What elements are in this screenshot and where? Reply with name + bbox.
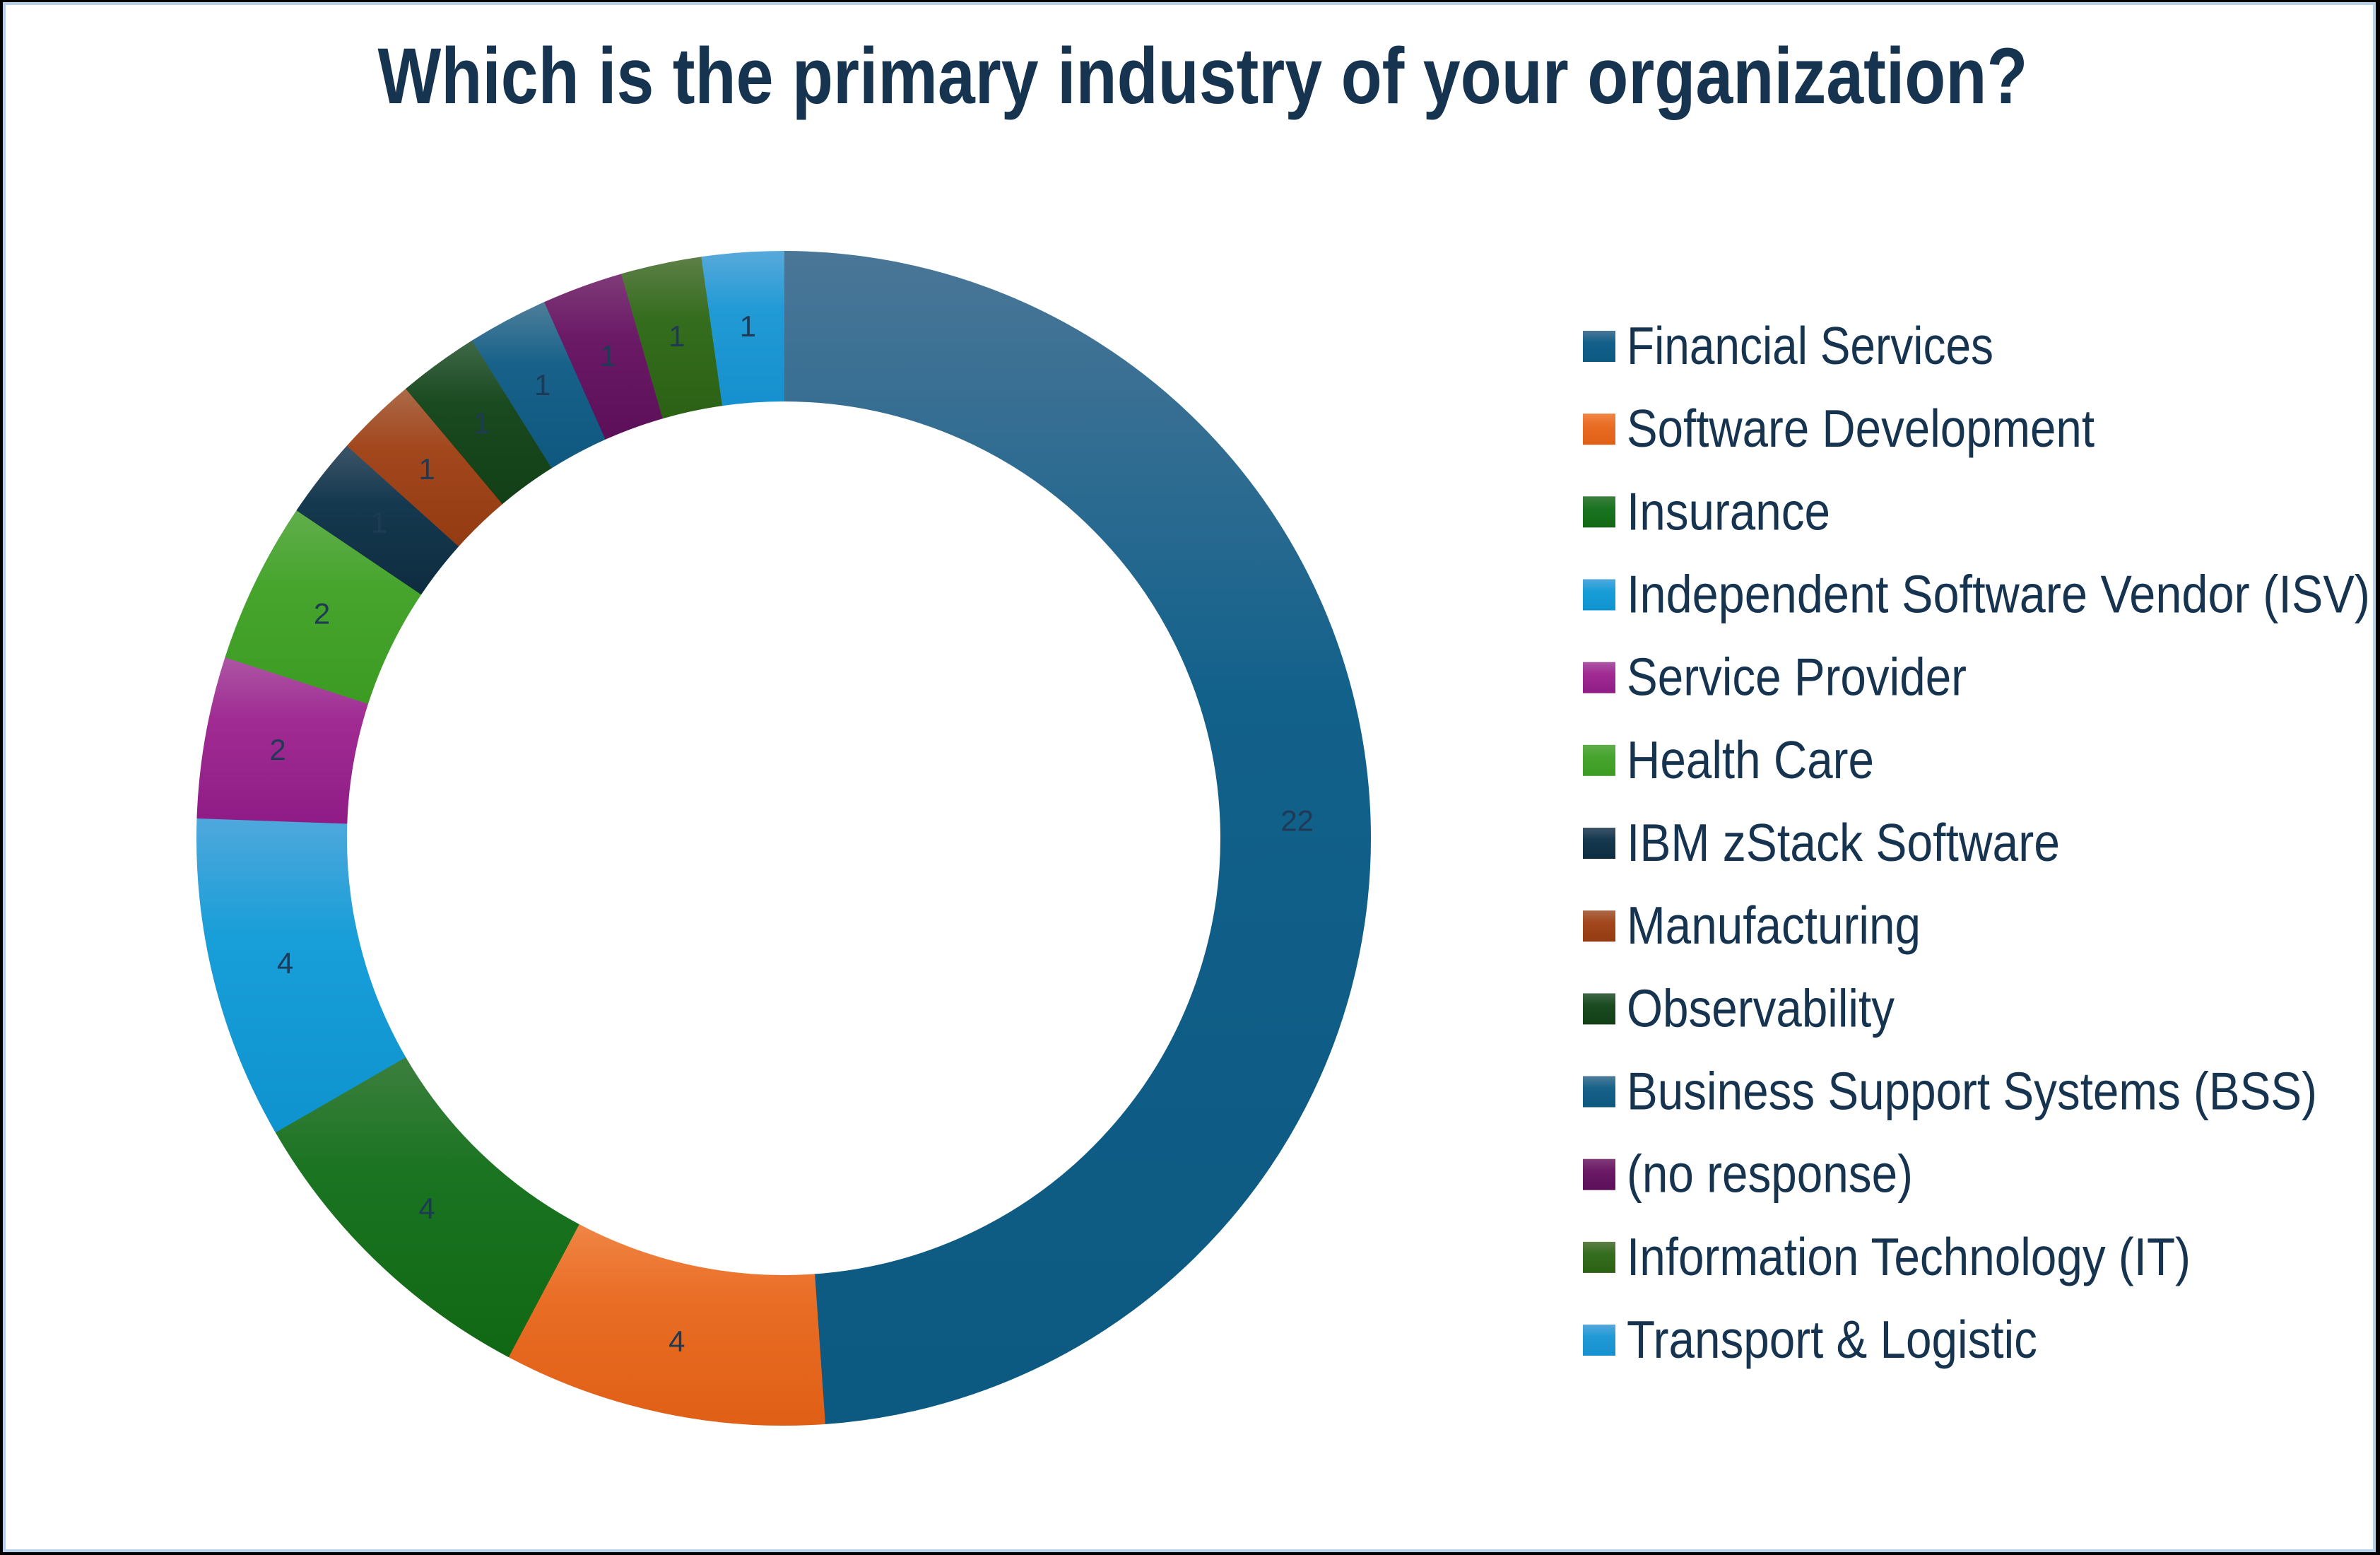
svg-text:Which is the primary industry: Which is the primary industry of your or… bbox=[378, 32, 2028, 120]
svg-text:Independent Software Vendor (I: Independent Software Vendor (ISV) bbox=[1627, 565, 2370, 624]
svg-text:Health Care: Health Care bbox=[1627, 730, 1874, 790]
svg-text:1: 1 bbox=[600, 339, 616, 372]
svg-text:Software Development: Software Development bbox=[1627, 399, 2095, 458]
svg-text:2: 2 bbox=[269, 733, 285, 766]
svg-text:1: 1 bbox=[534, 368, 550, 401]
svg-text:(no response): (no response) bbox=[1627, 1144, 1913, 1204]
svg-text:1: 1 bbox=[418, 452, 435, 486]
svg-text:1: 1 bbox=[668, 319, 685, 353]
svg-text:4: 4 bbox=[277, 946, 293, 980]
svg-text:Transport & Logistic: Transport & Logistic bbox=[1627, 1310, 2037, 1369]
svg-text:4: 4 bbox=[668, 1325, 685, 1358]
svg-text:2: 2 bbox=[314, 597, 330, 630]
svg-text:Manufacturing: Manufacturing bbox=[1627, 896, 1921, 955]
svg-text:Observability: Observability bbox=[1627, 978, 1895, 1038]
svg-text:22: 22 bbox=[1280, 804, 1314, 838]
svg-text:1: 1 bbox=[370, 505, 387, 539]
svg-text:1: 1 bbox=[473, 406, 490, 440]
svg-text:Insurance: Insurance bbox=[1627, 481, 1830, 541]
svg-text:Business Support Systems (BSS): Business Support Systems (BSS) bbox=[1627, 1062, 2317, 1121]
svg-text:Financial Services: Financial Services bbox=[1627, 316, 1993, 375]
svg-text:4: 4 bbox=[418, 1192, 435, 1225]
svg-text:Service Provider: Service Provider bbox=[1627, 647, 1967, 707]
svg-text:Information Technology (IT): Information Technology (IT) bbox=[1627, 1227, 2191, 1286]
svg-text:IBM zStack Software: IBM zStack Software bbox=[1627, 813, 2060, 872]
svg-text:1: 1 bbox=[740, 310, 756, 343]
